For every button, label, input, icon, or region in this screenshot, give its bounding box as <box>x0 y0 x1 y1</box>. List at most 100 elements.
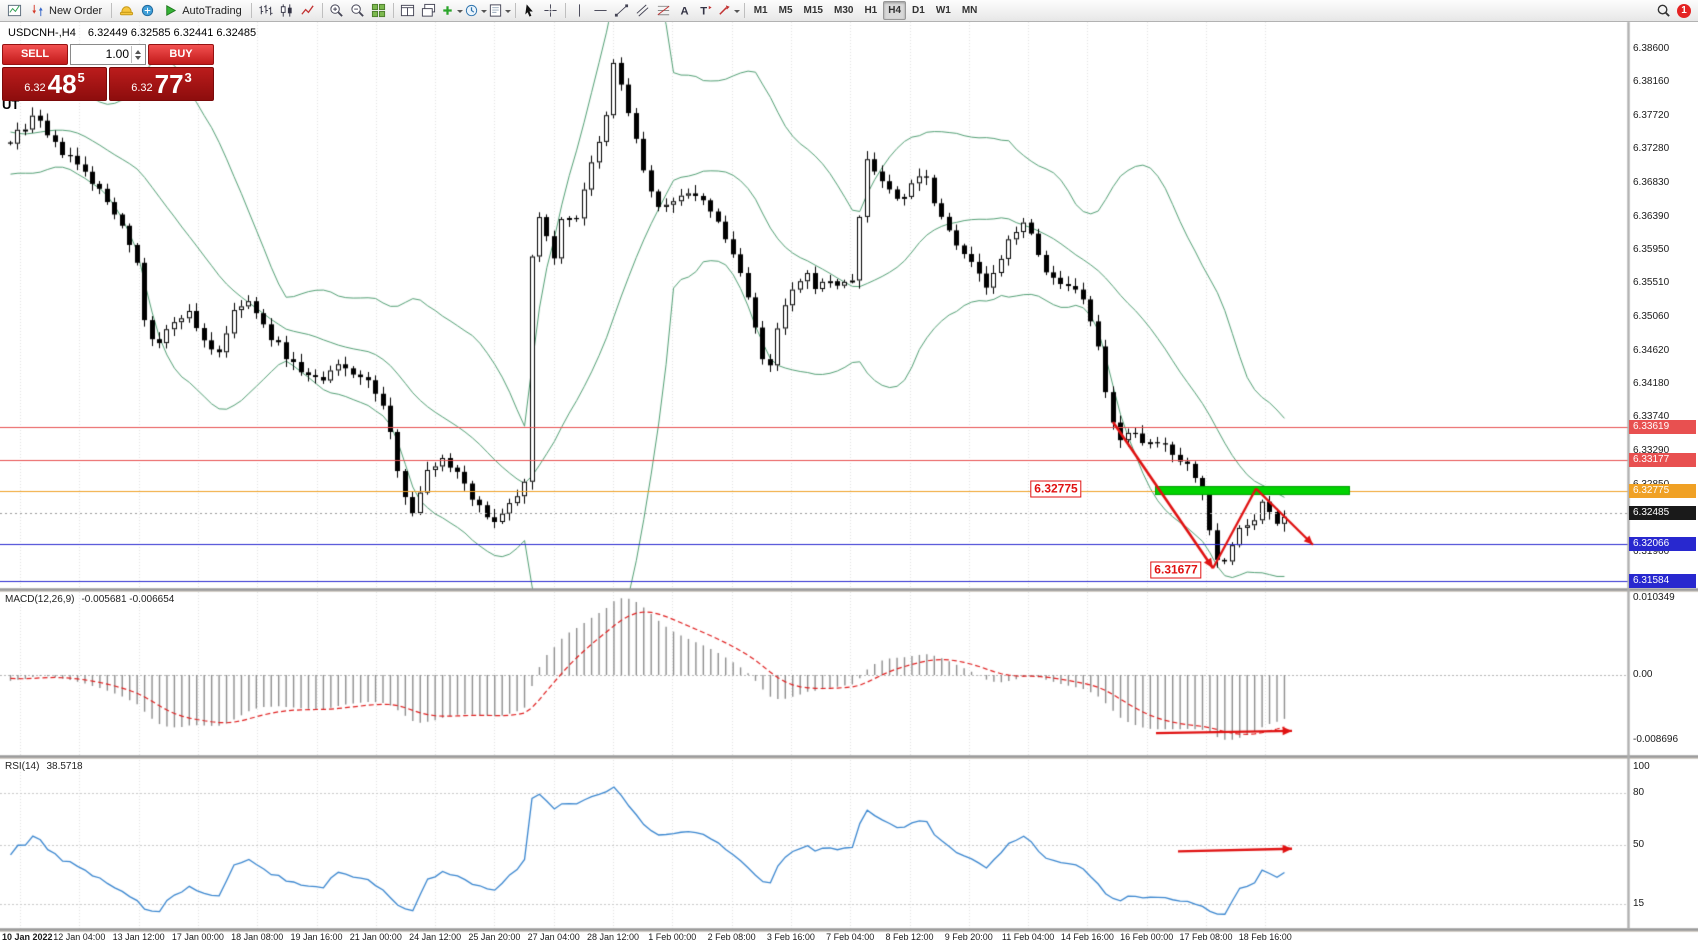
buy-price-sup: 3 <box>184 70 192 85</box>
metaeditor-icon[interactable] <box>137 1 157 21</box>
spinner-up-icon[interactable] <box>135 49 141 54</box>
time-axis-label: 9 Feb 20:00 <box>944 932 993 942</box>
time-axis-label: 3 Feb 16:00 <box>766 932 815 942</box>
macd-axis-label: 0.010349 <box>1633 592 1675 603</box>
price-axis-label: 6.38600 <box>1633 43 1670 54</box>
new-order-label: New Order <box>49 4 103 17</box>
rsi-name: RSI(14) <box>5 761 40 772</box>
price-axis-label: 6.38160 <box>1633 76 1670 88</box>
price-axis-label: 6.33290 <box>1633 445 1670 457</box>
time-axis-label: 18 Feb 16:00 <box>1238 932 1292 942</box>
crosshair-icon[interactable] <box>541 1 561 21</box>
buy-price-prefix: 6.32 <box>131 82 153 94</box>
arrange-windows-icon[interactable] <box>398 1 418 21</box>
channel-icon[interactable] <box>633 1 653 21</box>
bid-price-tag: 6.32485 <box>1629 505 1696 520</box>
buy-price-big: 77 <box>154 69 184 99</box>
volume-spinner[interactable] <box>131 46 144 63</box>
sell-button[interactable]: SELL <box>2 44 68 65</box>
templates-button[interactable] <box>488 1 511 21</box>
toolbar: New Order AutoTrading <box>0 0 1698 22</box>
timeframe-toolbar: M1 M5 M15 M30 H1 H4 D1 W1 MN <box>749 1 983 20</box>
timeframe-m30[interactable]: M30 <box>833 5 854 16</box>
annotation-price-label[interactable]: 6.32775 <box>1030 480 1082 498</box>
timeframe-m1[interactable]: M1 <box>753 5 768 16</box>
timeframe-mn[interactable]: MN <box>961 5 978 16</box>
timeframe-h4[interactable]: H4 <box>883 1 907 20</box>
symbol-name: USDCNH-,H4 <box>8 27 76 39</box>
volume-input[interactable]: 1.00 <box>70 44 146 65</box>
volume-value: 1.00 <box>105 47 129 61</box>
macd-values: -0.005681 -0.006654 <box>81 594 175 605</box>
buy-price-button[interactable]: 6.32 77 3 <box>109 67 214 101</box>
toolbar-separator <box>321 3 323 18</box>
annotation-price-label[interactable]: 6.31677 <box>1150 561 1202 579</box>
zoom-in-icon[interactable] <box>327 1 347 21</box>
rsi-value: 38.5718 <box>46 761 83 772</box>
chevron-down-icon <box>480 9 487 16</box>
price-axis-label: 6.35060 <box>1633 311 1670 323</box>
autotrading-label: AutoTrading <box>182 4 242 17</box>
rsi-axis-label: 50 <box>1633 838 1645 850</box>
hline-price-tag: 6.33177 <box>1629 453 1696 468</box>
indicators-button[interactable] <box>440 1 463 21</box>
cascade-windows-icon[interactable] <box>419 1 439 21</box>
chevron-down-icon <box>733 9 740 16</box>
new-chart-icon[interactable] <box>4 1 24 21</box>
price-axis-label: 6.34620 <box>1633 344 1670 356</box>
buy-button[interactable]: BUY <box>148 44 214 65</box>
cursor-icon[interactable] <box>520 1 540 21</box>
vertical-line-icon[interactable] <box>570 1 590 21</box>
time-axis-label: 14 Feb 16:00 <box>1060 932 1114 942</box>
timeframe-h1[interactable]: H1 <box>864 5 878 16</box>
fibonacci-icon[interactable] <box>654 1 674 21</box>
expert-advisors-icon[interactable] <box>116 1 136 21</box>
svg-text:A: A <box>681 5 689 17</box>
bar-chart-icon[interactable] <box>256 1 276 21</box>
arrows-button[interactable] <box>717 1 740 21</box>
sell-price-big: 48 <box>47 69 77 99</box>
time-axis-label: 17 Jan 00:00 <box>171 932 224 942</box>
time-axis-label: 1 Feb 00:00 <box>648 932 697 942</box>
time-axis-label: 16 Feb 00:00 <box>1120 932 1174 942</box>
price-axis-label: 6.34180 <box>1633 378 1670 390</box>
search-icon[interactable] <box>1653 1 1673 21</box>
rsi-axis-label: 15 <box>1633 898 1645 910</box>
time-axis-label: 11 Feb 04:00 <box>1001 932 1055 942</box>
timeframe-d1[interactable]: D1 <box>912 5 925 16</box>
toolbar-separator <box>111 3 113 18</box>
time-axis-label: 18 Jan 08:00 <box>231 932 284 942</box>
sell-price-button[interactable]: 6.32 48 5 <box>2 67 107 101</box>
macd-pane-label: MACD(12,26,9) -0.005681 -0.006654 <box>5 594 174 605</box>
periods-button[interactable] <box>464 1 487 21</box>
text-icon[interactable]: A <box>675 1 695 21</box>
new-order-button[interactable]: New Order <box>25 1 107 21</box>
price-axis-label: 6.36830 <box>1633 177 1670 189</box>
timeframe-w1[interactable]: W1 <box>935 5 951 16</box>
tile-windows-icon[interactable] <box>369 1 389 21</box>
label-icon[interactable]: T <box>696 1 716 21</box>
trendline-icon[interactable] <box>612 1 632 21</box>
svg-text:T: T <box>700 5 707 17</box>
chevron-down-icon <box>504 9 511 16</box>
timeframe-m15[interactable]: M15 <box>803 5 823 16</box>
hline-price-tag: 6.33619 <box>1629 419 1696 434</box>
ohlc-values: 6.32449 6.32585 6.32441 6.32485 <box>87 27 257 39</box>
time-axis-label: 19 Jan 16:00 <box>290 932 343 942</box>
time-axis-label: 10 Jan 2022 <box>2 932 53 942</box>
time-axis-label: 2 Feb 08:00 <box>707 932 756 942</box>
sell-price-prefix: 6.32 <box>24 82 46 94</box>
notification-badge[interactable]: 1 <box>1677 3 1691 18</box>
timeframe-m5[interactable]: M5 <box>778 5 793 16</box>
candlestick-chart-icon[interactable] <box>277 1 297 21</box>
horizontal-line-icon[interactable] <box>591 1 611 21</box>
autotrading-button[interactable]: AutoTrading <box>158 1 247 21</box>
macd-axis-label: -0.008696 <box>1633 733 1679 745</box>
zoom-out-icon[interactable] <box>348 1 368 21</box>
line-chart-icon[interactable] <box>298 1 318 21</box>
price-axis-label: 6.35510 <box>1633 277 1670 289</box>
spinner-down-icon[interactable] <box>135 55 141 60</box>
toolbar-separator <box>743 3 745 18</box>
time-axis-label: 21 Jan 00:00 <box>349 932 402 942</box>
